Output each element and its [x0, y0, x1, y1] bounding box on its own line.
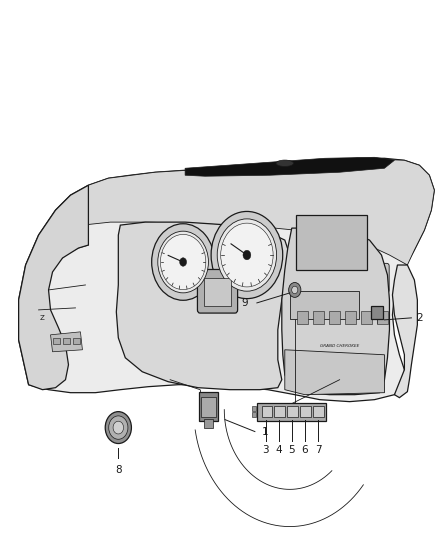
FancyBboxPatch shape: [199, 392, 218, 421]
Circle shape: [292, 286, 298, 294]
Polygon shape: [392, 265, 417, 398]
FancyBboxPatch shape: [377, 311, 388, 325]
Circle shape: [152, 224, 215, 300]
FancyBboxPatch shape: [313, 406, 324, 417]
FancyBboxPatch shape: [345, 311, 356, 325]
Circle shape: [105, 411, 131, 443]
FancyBboxPatch shape: [329, 311, 340, 325]
Text: 1: 1: [261, 426, 268, 437]
FancyBboxPatch shape: [300, 406, 311, 417]
FancyBboxPatch shape: [201, 397, 216, 417]
Polygon shape: [50, 332, 82, 352]
Text: 4: 4: [276, 445, 282, 455]
FancyBboxPatch shape: [274, 406, 285, 417]
FancyBboxPatch shape: [297, 311, 308, 325]
Circle shape: [243, 251, 251, 260]
FancyBboxPatch shape: [63, 337, 70, 344]
Polygon shape: [285, 350, 385, 394]
Text: 3: 3: [262, 445, 269, 455]
Text: 5: 5: [289, 445, 295, 455]
Polygon shape: [185, 157, 395, 176]
FancyBboxPatch shape: [204, 419, 213, 427]
Text: Z: Z: [40, 315, 45, 321]
Text: 7: 7: [315, 445, 321, 455]
FancyBboxPatch shape: [290, 291, 359, 319]
Circle shape: [113, 421, 124, 434]
FancyBboxPatch shape: [361, 311, 371, 325]
FancyBboxPatch shape: [262, 406, 272, 417]
Text: GRAND CHEROKEE: GRAND CHEROKEE: [320, 344, 359, 348]
FancyBboxPatch shape: [313, 311, 324, 325]
Circle shape: [221, 223, 273, 287]
Text: 8: 8: [115, 465, 122, 475]
FancyBboxPatch shape: [296, 215, 367, 270]
FancyBboxPatch shape: [252, 406, 256, 411]
Polygon shape: [282, 228, 389, 394]
Circle shape: [217, 219, 277, 291]
Polygon shape: [19, 185, 88, 390]
FancyBboxPatch shape: [371, 306, 383, 319]
Polygon shape: [35, 158, 434, 270]
Circle shape: [180, 258, 187, 266]
Ellipse shape: [276, 160, 293, 166]
Circle shape: [211, 212, 283, 298]
FancyBboxPatch shape: [198, 270, 237, 313]
Polygon shape: [117, 222, 290, 390]
FancyBboxPatch shape: [205, 278, 231, 305]
Circle shape: [160, 235, 206, 289]
FancyBboxPatch shape: [287, 406, 297, 417]
FancyBboxPatch shape: [53, 337, 60, 344]
FancyBboxPatch shape: [252, 412, 256, 417]
Text: 6: 6: [302, 445, 308, 455]
Circle shape: [158, 231, 208, 293]
Text: 2: 2: [417, 313, 423, 323]
Circle shape: [109, 416, 128, 439]
Circle shape: [289, 282, 301, 297]
Text: 9: 9: [241, 298, 248, 308]
FancyBboxPatch shape: [257, 402, 326, 421]
FancyBboxPatch shape: [73, 337, 80, 344]
FancyBboxPatch shape: [367, 263, 389, 293]
Polygon shape: [19, 158, 434, 402]
